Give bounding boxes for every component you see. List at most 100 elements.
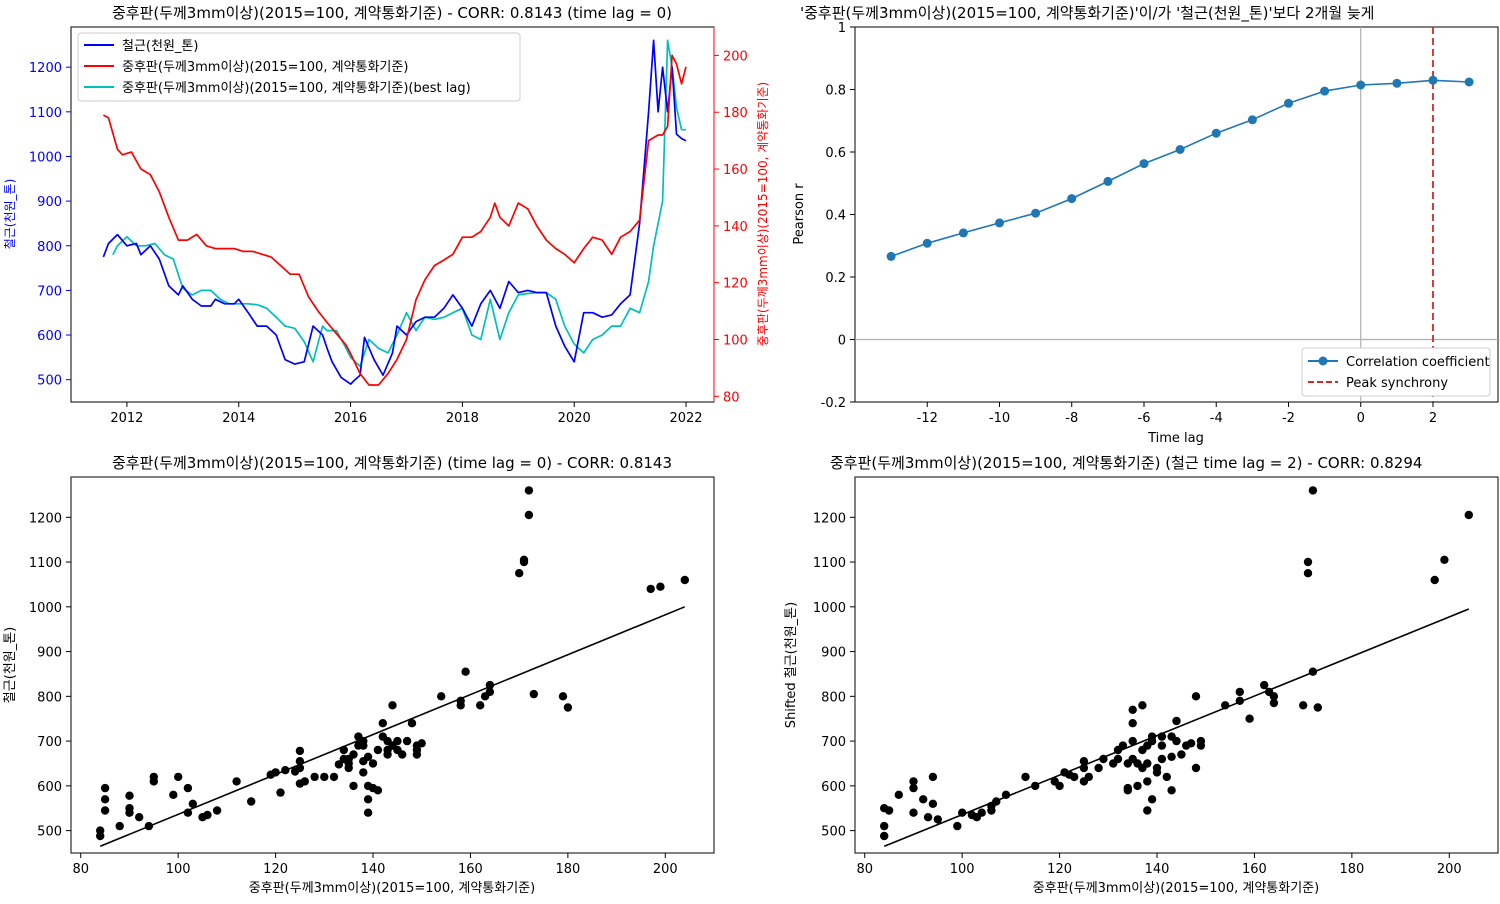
scatter-point [398, 750, 407, 759]
scatter-point [909, 808, 918, 817]
series-line-steel [102, 39, 687, 385]
scatter-lag0-title: 중후판(두께3mm이상)(2015=100, 계약통화기준) (time lag… [112, 454, 672, 472]
scatter-point [461, 667, 470, 676]
scatter-lag2-y-ticks: 500 600 700 800 900 1000 1100 1200 [813, 511, 855, 840]
legend-label-steel: 철근(천원_톤) [122, 39, 198, 54]
scatter-point [334, 760, 344, 769]
scatter-point [1464, 510, 1474, 520]
scatter-point [928, 799, 938, 808]
series-line-plate [102, 54, 687, 386]
scatter-point [909, 777, 918, 786]
lag-x-tick-label: -6 [1138, 411, 1151, 426]
timeseries-lines [102, 27, 715, 402]
scatter-point [100, 795, 110, 804]
scatter-point [923, 813, 933, 822]
sc2-x-tick-label: 80 [856, 862, 873, 877]
timeseries-y-ticks-right: 80 100 120 140 160 180 200 [714, 49, 748, 405]
scatter-lag0-panel: 중후판(두께3mm이상)(2015=100, 계약통화기준) (time lag… [3, 454, 715, 896]
scatter-point [300, 777, 309, 786]
scatter-point [174, 772, 183, 782]
correlation-line [890, 79, 1470, 258]
ts-yr-tick-label: 140 [723, 220, 748, 235]
legend-label-plate-lag: 중후판(두께3mm이상)(2015=100, 계약통화기준)(best lag) [122, 81, 471, 96]
lag-x-ticks: -12 -10 -8 -6 -4 -2 0 2 [917, 402, 1437, 426]
scatter-point [407, 719, 417, 728]
ts-x-tick-label: 2014 [222, 411, 255, 426]
ts-yl-tick-label: 900 [37, 195, 62, 210]
scatter-point [1260, 680, 1269, 690]
lag-y-tick-label: 0.8 [825, 84, 846, 99]
timeseries-y-label-left: 철근(천원_톤) [2, 179, 17, 250]
scatter-point [232, 777, 241, 786]
scatter-point [276, 788, 285, 797]
scatter-lag2-title: 중후판(두께3mm이상)(2015=100, 계약통화기준) (철근 time … [830, 454, 1422, 472]
legend-marker-corr [1318, 356, 1328, 366]
scatter-point [1303, 569, 1313, 578]
sc0-x-tick-label: 180 [555, 862, 580, 877]
scatter-point [349, 750, 358, 759]
scatter-point [349, 781, 358, 791]
sc2-x-tick-label: 120 [1047, 862, 1072, 877]
timeseries-y-label-right: 중후판(두께3mm이상)(2015=100, 계약통화기준) [755, 82, 770, 346]
sc2-x-tick-label: 180 [1339, 862, 1364, 877]
sc0-y-tick-label: 1100 [29, 556, 62, 571]
lag-y-tick-label: 1 [838, 21, 846, 36]
sc2-y-tick-label: 1000 [813, 601, 846, 616]
sc0-x-tick-label: 80 [72, 862, 89, 877]
scatter-point [1162, 772, 1172, 782]
sc0-x-tick-label: 160 [458, 862, 483, 877]
scatter-point [1167, 752, 1176, 761]
scatter-point [115, 821, 124, 831]
lag-x-tick-label: -4 [1210, 411, 1223, 426]
scatter-lag0-frame [70, 476, 715, 854]
timeseries-y-ticks-left: 500 600 700 800 900 1000 1100 1200 [29, 61, 71, 389]
scatter-lag2-x-ticks: 80 100 120 140 160 180 200 [856, 853, 1462, 877]
scatter-point [928, 772, 938, 782]
lag-marks [886, 75, 1474, 261]
scatter-point [1070, 772, 1079, 782]
lag-correlation-panel: '중후판(두께3mm이상)(2015=100, 계약통화기준)'이/가 '철근(… [792, 4, 1499, 446]
timeseries-panel: 중후판(두께3mm이상)(2015=100, 계약통화기준) - CORR: 0… [2, 4, 770, 426]
scatter-point [894, 790, 903, 799]
regression-line [99, 606, 686, 848]
timeseries-legend-box [77, 32, 521, 102]
ts-yr-tick-label: 180 [723, 106, 748, 121]
ts-yl-tick-label: 500 [37, 374, 62, 389]
scatter-point [1269, 698, 1279, 708]
scatter-point [125, 808, 134, 817]
scatter-point [1138, 701, 1147, 710]
scatter-point [1245, 714, 1254, 723]
scatter-point [1079, 757, 1089, 766]
scatter-point [437, 692, 446, 701]
ts-yr-tick-label: 80 [723, 390, 740, 405]
scatter-point [485, 687, 495, 697]
scatter-point [1123, 786, 1133, 795]
scatter-point [96, 831, 105, 841]
correlation-point [1067, 194, 1077, 204]
lag-x-tick-label: -2 [1282, 411, 1295, 426]
lag-x-tick-label: -8 [1065, 411, 1078, 426]
scatter-lag2-frame [854, 476, 1499, 854]
scatter-point [310, 772, 319, 782]
scatter-point [212, 806, 222, 815]
ts-yl-tick-label: 1100 [29, 106, 62, 121]
scatter-point [295, 746, 305, 756]
scatter-point [1094, 763, 1103, 773]
scatter-point [563, 703, 573, 712]
ts-yr-tick-label: 120 [723, 277, 748, 292]
scatter-point [529, 689, 538, 699]
scatter-point [656, 582, 665, 591]
lag-x-tick-label: -12 [917, 411, 938, 426]
scatter-point [933, 815, 942, 824]
scatter-point [1128, 705, 1137, 714]
lag-y-ticks: -0.2 0 0.2 0.4 0.6 0.8 1 [821, 21, 855, 411]
sc2-y-tick-label: 700 [821, 735, 846, 750]
scatter-point [1157, 741, 1167, 750]
scatter-point [1440, 555, 1449, 564]
sc2-x-tick-label: 140 [1145, 862, 1170, 877]
ts-yr-tick-label: 100 [723, 334, 748, 349]
ts-x-tick-label: 2020 [558, 411, 591, 426]
ts-x-tick-label: 2022 [669, 411, 702, 426]
lag-y-tick-label: 0 [838, 334, 846, 349]
sc2-y-tick-label: 900 [821, 646, 846, 661]
